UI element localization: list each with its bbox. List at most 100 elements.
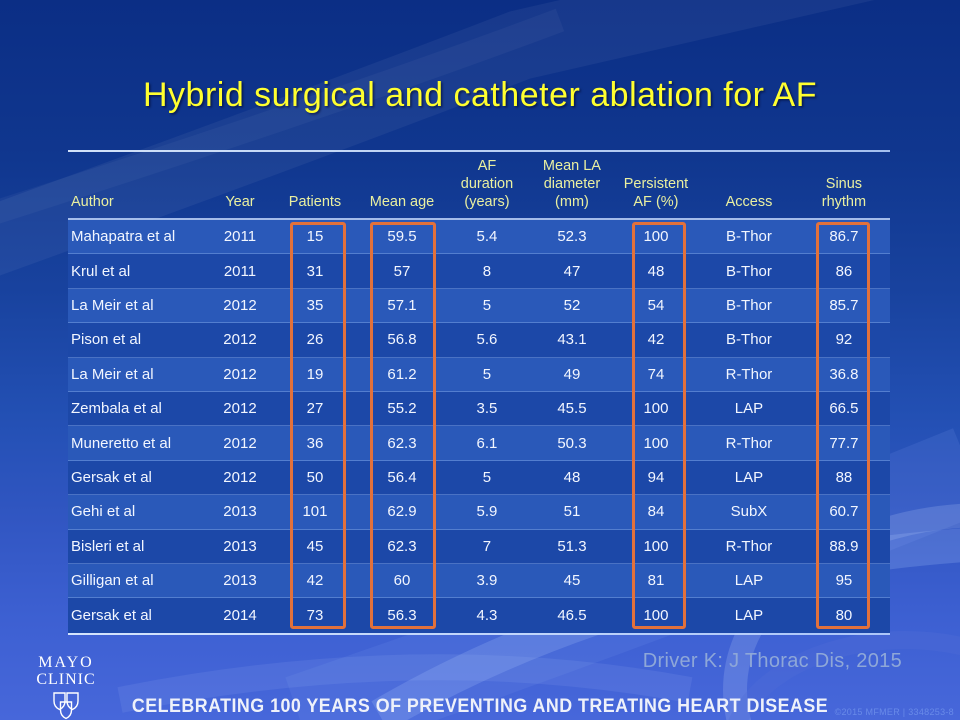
data-cell: 100 bbox=[643, 606, 669, 624]
data-cell: 35 bbox=[306, 296, 324, 314]
table-row: Mahapatra et al 2011 15 59.5 5.4 52.3 100 B-Tho… bbox=[68, 220, 890, 255]
data-cell: B-Thor bbox=[726, 262, 772, 280]
data-cell: 84 bbox=[647, 503, 665, 521]
author-cell: La Meir et al bbox=[71, 296, 154, 314]
data-cell: 56.8 bbox=[387, 331, 417, 349]
table-row: La Meir et al 2012 19 61.2 5 49 74 R-Thor 36.8 bbox=[68, 357, 890, 392]
data-cell: 74 bbox=[647, 365, 665, 383]
data-cell: 2012 bbox=[223, 365, 257, 383]
data-cell: 45 bbox=[563, 572, 581, 590]
author-cell: Muneretto et al bbox=[71, 434, 172, 452]
column-header: Author bbox=[71, 193, 114, 210]
data-cell: 8 bbox=[482, 262, 492, 280]
table-row: Pison et al 2012 26 56.8 5.6 43.1 42 B-Thor 92 bbox=[68, 323, 890, 358]
data-cell: 2011 bbox=[223, 228, 257, 246]
logo-text-mayo: MAYO bbox=[38, 654, 94, 671]
data-cell: 2013 bbox=[223, 503, 257, 521]
data-cell: 2012 bbox=[223, 331, 257, 349]
data-cell: 5 bbox=[482, 365, 492, 383]
data-cell: LAP bbox=[734, 606, 764, 624]
table-header-row: Author Year Patients Mean age AF duration (y… bbox=[68, 152, 890, 218]
data-cell: 5.6 bbox=[476, 331, 498, 349]
data-cell: 3.5 bbox=[476, 400, 498, 418]
data-cell: 50 bbox=[306, 468, 324, 486]
data-cell: 66.5 bbox=[829, 400, 859, 418]
column-header: Year bbox=[225, 193, 255, 210]
data-cell: 57.1 bbox=[387, 296, 417, 314]
data-cell: 60 bbox=[393, 572, 411, 590]
data-cell: 2012 bbox=[223, 468, 257, 486]
data-cell: 100 bbox=[643, 434, 669, 452]
data-cell: 45.5 bbox=[557, 400, 587, 418]
data-cell: 60.7 bbox=[829, 503, 859, 521]
author-cell: Gersak et al bbox=[71, 468, 152, 486]
data-cell: 54 bbox=[647, 296, 665, 314]
author-cell: La Meir et al bbox=[71, 365, 154, 383]
data-cell: 15 bbox=[306, 228, 324, 246]
column-header: Sinus rhythm bbox=[821, 175, 867, 210]
data-cell: 77.7 bbox=[829, 434, 859, 452]
data-cell: 62.3 bbox=[387, 434, 417, 452]
data-cell: LAP bbox=[734, 468, 764, 486]
table-row: Bisleri et al 2013 45 62.3 7 51.3 100 R-Thor 88.… bbox=[68, 529, 890, 564]
data-cell: 51.3 bbox=[557, 537, 587, 555]
data-cell: 61.2 bbox=[387, 365, 417, 383]
author-cell: Gehi et al bbox=[71, 503, 136, 521]
data-cell: 100 bbox=[643, 537, 669, 555]
data-cell: 86 bbox=[835, 262, 853, 280]
data-cell: 2012 bbox=[223, 296, 257, 314]
data-cell: 7 bbox=[482, 537, 492, 555]
data-cell: 46.5 bbox=[557, 606, 587, 624]
data-cell: 5.4 bbox=[476, 228, 498, 246]
logo-text-clinic: CLINIC bbox=[36, 670, 96, 688]
data-cell: 52.3 bbox=[557, 228, 587, 246]
data-cell: 51 bbox=[563, 503, 581, 521]
data-cell: 48 bbox=[563, 468, 581, 486]
table-rows: Mahapatra et al 2011 15 59.5 5.4 52.3 100 B-Tho… bbox=[68, 220, 890, 633]
data-cell: 62.3 bbox=[387, 537, 417, 555]
data-cell: R-Thor bbox=[725, 434, 773, 452]
study-table: Author Year Patients Mean age AF duration (y… bbox=[68, 150, 890, 635]
data-cell: 2013 bbox=[223, 572, 257, 590]
data-cell: 73 bbox=[306, 606, 324, 624]
data-cell: 80 bbox=[835, 606, 853, 624]
data-cell: LAP bbox=[734, 572, 764, 590]
data-cell: 4.3 bbox=[476, 606, 498, 624]
data-cell: 5 bbox=[482, 468, 492, 486]
data-cell: 57 bbox=[393, 262, 411, 280]
data-cell: 31 bbox=[306, 262, 324, 280]
author-cell: Gersak et al bbox=[71, 606, 152, 624]
data-cell: 5 bbox=[482, 296, 492, 314]
data-cell: 81 bbox=[647, 572, 665, 590]
data-cell: 42 bbox=[647, 331, 665, 349]
data-cell: 2013 bbox=[223, 537, 257, 555]
column-header: Patients bbox=[288, 193, 342, 210]
table-row: Gilligan et al 2013 42 60 3.9 45 81 LAP 95 bbox=[68, 563, 890, 599]
data-cell: 94 bbox=[647, 468, 665, 486]
author-cell: Zembala et al bbox=[71, 400, 162, 418]
data-cell: 45 bbox=[306, 537, 324, 555]
column-header: AF duration (years) bbox=[460, 157, 514, 210]
data-cell: B-Thor bbox=[726, 296, 772, 314]
data-cell: SubX bbox=[730, 503, 768, 521]
table-top-rule bbox=[68, 150, 890, 152]
table-row: Gersak et al 2012 50 56.4 5 48 94 LAP 88 bbox=[68, 460, 890, 496]
mayo-clinic-logo: MAYO CLINIC bbox=[24, 654, 108, 720]
three-shields-icon bbox=[53, 691, 79, 719]
column-header: Persistent AF (%) bbox=[623, 175, 689, 210]
data-cell: 3.9 bbox=[476, 572, 498, 590]
data-cell: 2012 bbox=[223, 434, 257, 452]
data-cell: 56.4 bbox=[387, 468, 417, 486]
data-cell: 19 bbox=[306, 365, 324, 383]
author-cell: Bisleri et al bbox=[71, 537, 145, 555]
data-cell: 2011 bbox=[223, 262, 257, 280]
author-cell: Gilligan et al bbox=[71, 572, 154, 590]
data-cell: 43.1 bbox=[557, 331, 587, 349]
data-cell: B-Thor bbox=[726, 228, 772, 246]
column-header: Mean LA diameter (mm) bbox=[542, 157, 601, 210]
column-header: Access bbox=[725, 193, 773, 210]
table-row: Gehi et al 2013 101 62.9 5.9 51 84 SubX 60.7 bbox=[68, 495, 890, 530]
data-cell: 88 bbox=[835, 468, 853, 486]
data-cell: LAP bbox=[734, 400, 764, 418]
data-cell: R-Thor bbox=[725, 537, 773, 555]
